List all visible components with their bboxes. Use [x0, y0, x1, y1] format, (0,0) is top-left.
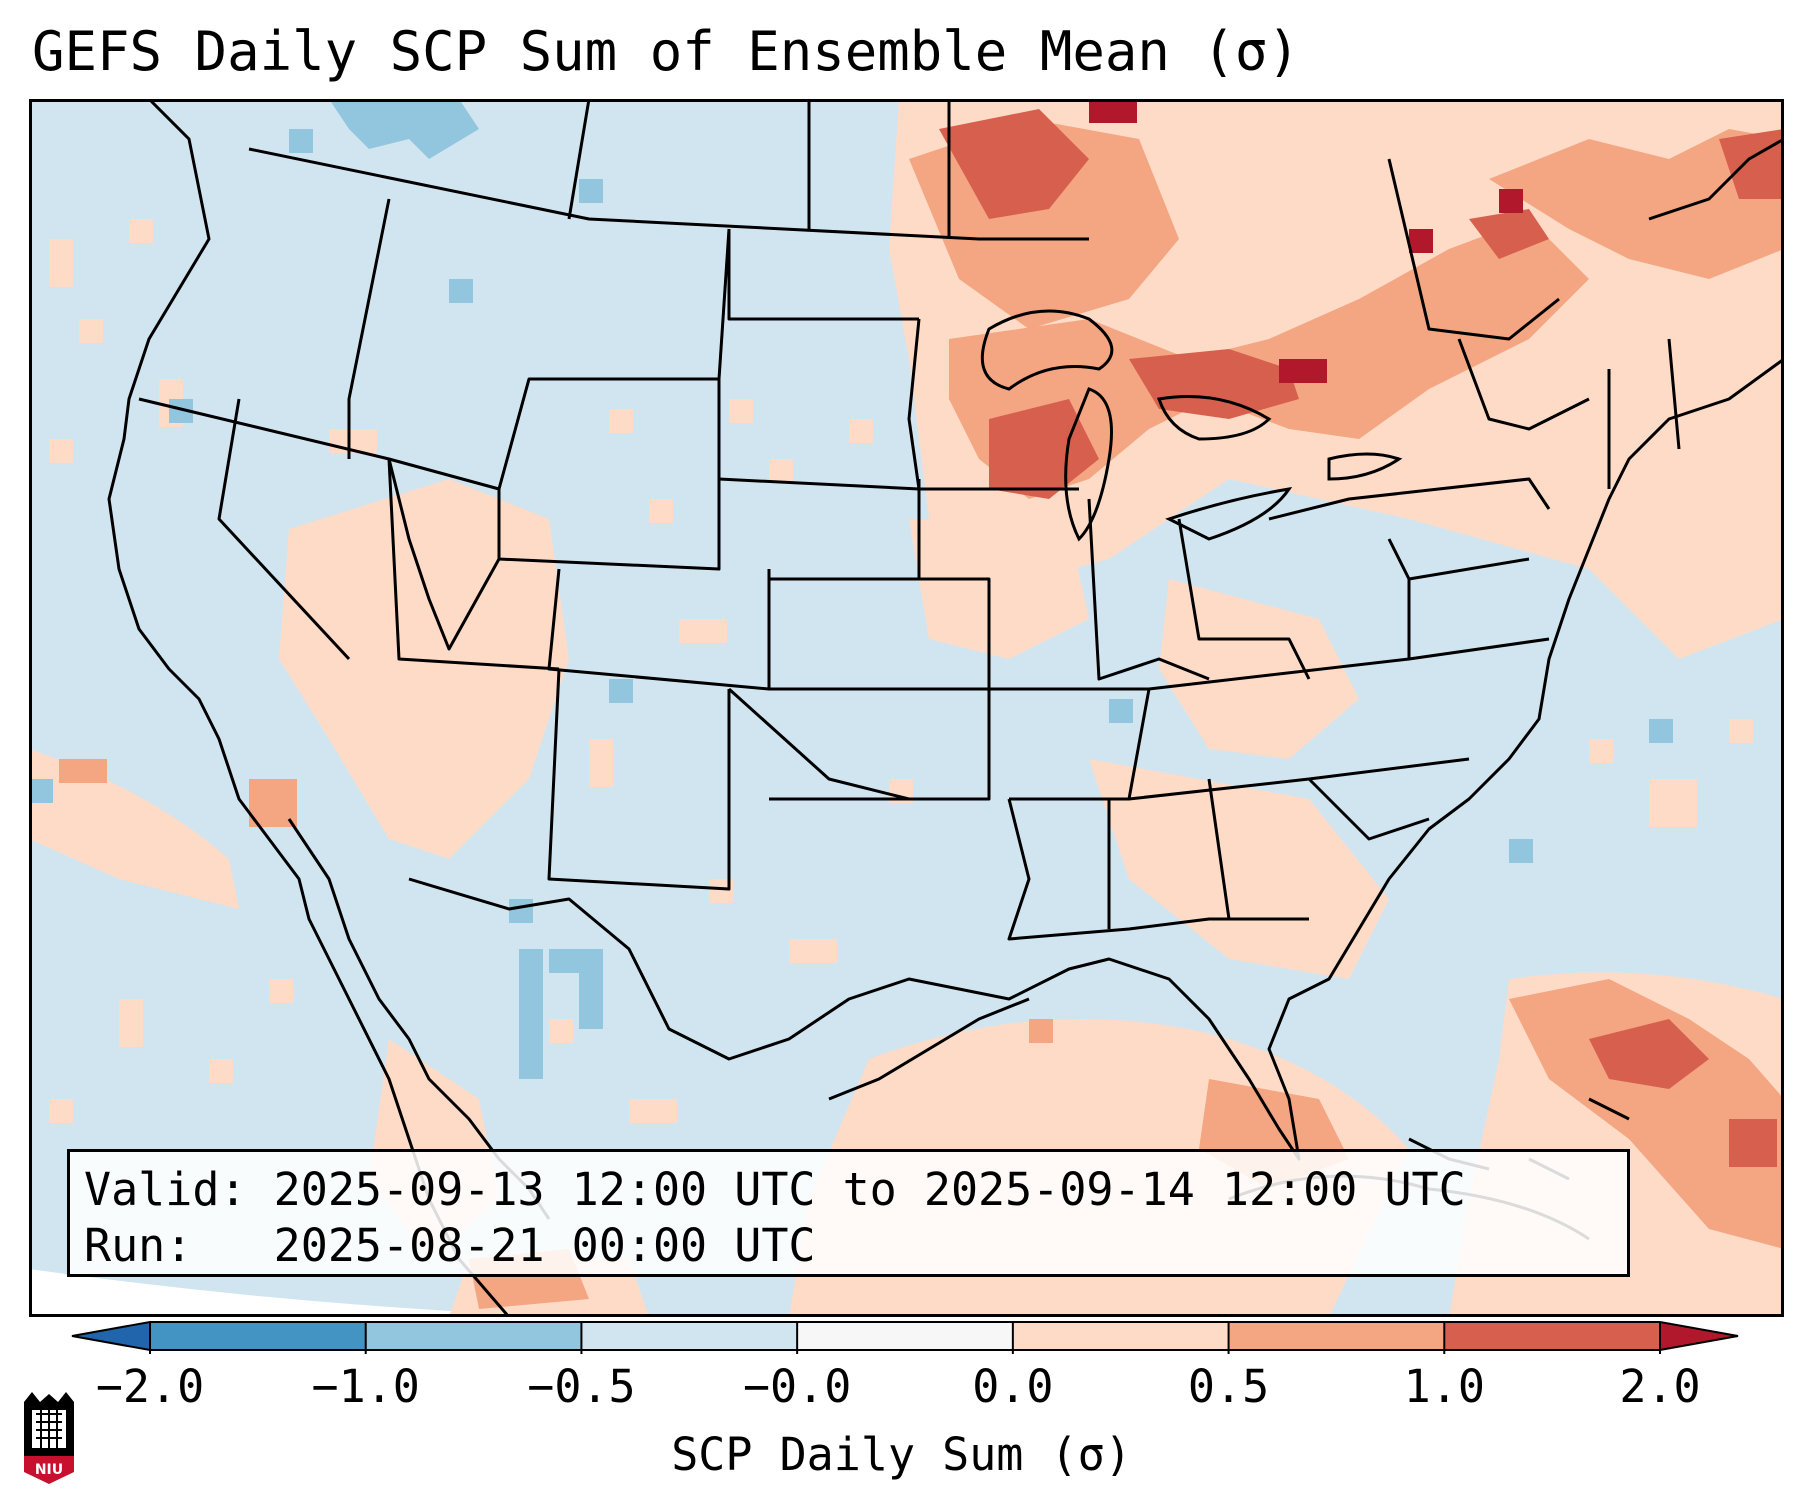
- colorbar-tick-label: −1.0: [311, 1360, 420, 1413]
- positive-anomaly-extreme: [1089, 99, 1523, 383]
- colorbar: [71, 1321, 1739, 1354]
- colorbar-bin: [1444, 1322, 1661, 1350]
- scattered-positive-pixels: [49, 219, 1753, 1123]
- valid-run-info-box: Valid: 2025-09-13 12:00 UTC to 2025-09-1…: [67, 1149, 1630, 1277]
- colorbar-bin: [1228, 1322, 1445, 1350]
- colorbar-tick-label: 0.0: [972, 1360, 1054, 1413]
- colorbar-bin: [581, 1322, 798, 1350]
- valid-value: 2025-09-13 12:00 UTC to 2025-09-14 12:00…: [273, 1163, 1466, 1216]
- run-value: 2025-08-21 00:00 UTC: [273, 1219, 816, 1272]
- positive-anomaly-moderate: [59, 119, 1784, 1309]
- great-lakes: [980, 309, 1403, 542]
- colorbar-tick-label: 1.0: [1403, 1360, 1485, 1413]
- niu-logo-text: NIU: [35, 1462, 63, 1478]
- negative-anomaly-pixels: [29, 99, 1673, 1079]
- colorbar-tick-label: 2.0: [1619, 1360, 1701, 1413]
- colorbar-bin: [1012, 1322, 1230, 1350]
- colorbar-label: SCP Daily Sum (σ): [671, 1428, 1132, 1481]
- map-frame: [29, 99, 1784, 1317]
- valid-label: Valid:: [84, 1163, 247, 1216]
- colorbar-tick-label: −2.0: [95, 1360, 205, 1413]
- colorbar-bin: [150, 1322, 367, 1350]
- run-label: Run:: [84, 1219, 193, 1272]
- colorbar-outline: [71, 1321, 1739, 1351]
- niu-logo: NIU: [24, 1392, 74, 1484]
- colorbar-tick-label: 0.5: [1187, 1360, 1270, 1413]
- colorbar-extend-low: [72, 1322, 150, 1350]
- colorbar-tick-label: −0.5: [527, 1360, 636, 1413]
- positive-anomaly-strong: [939, 109, 1784, 1167]
- colorbar-bin: [365, 1322, 582, 1350]
- colorbar-tick-label: −0.0: [742, 1360, 852, 1413]
- political-borders: [138, 99, 1681, 941]
- colorbar-bin: [797, 1322, 1014, 1350]
- map-title: GEFS Daily SCP Sum of Ensemble Mean (σ): [32, 20, 1300, 83]
- domain-edge-sw: [29, 1269, 1079, 1317]
- colorbar-extend-high: [1660, 1322, 1738, 1350]
- scp-map: [29, 99, 1784, 1317]
